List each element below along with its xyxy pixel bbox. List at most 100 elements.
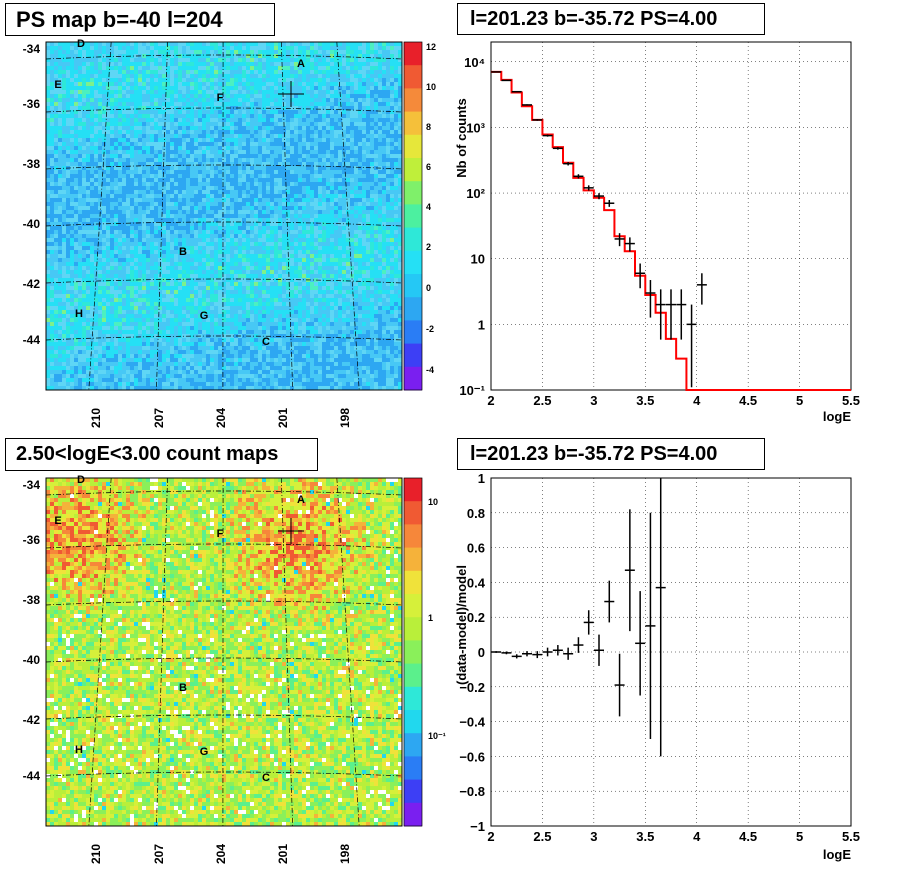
map-pixel [386,118,390,122]
map-pixel [270,258,274,262]
map-pixel [306,170,310,174]
map-pixel [370,82,374,86]
map-pixel [170,218,174,222]
map-pixel [214,58,218,62]
map-pixel [322,198,326,202]
map-pixel [102,198,106,202]
map-pixel [398,138,402,142]
map-pixel [394,98,398,102]
map-pixel [58,94,62,98]
map-pixel [122,94,126,98]
map-pixel [302,154,306,158]
map-pixel [174,42,178,46]
map-pixel [254,226,258,230]
map-pixel [162,254,166,258]
map-pixel [374,82,378,86]
map-pixel [362,254,366,258]
map-pixel [258,134,262,138]
map-pixel [182,42,186,46]
map-pixel [102,242,106,246]
map-pixel [238,42,242,46]
map-pixel [302,94,306,98]
map-pixel [54,58,58,62]
map-pixel [342,254,346,258]
map-pixel [254,118,258,122]
map-pixel [54,90,58,94]
map-pixel [374,218,378,222]
map-pixel [214,82,218,86]
map-pixel [302,98,306,102]
map-pixel [54,198,58,202]
map-pixel [190,182,194,186]
map-pixel [218,126,222,130]
map-pixel [310,190,314,194]
map-pixel [122,110,126,114]
map-pixel [194,158,198,162]
map-pixel [250,254,254,258]
map-pixel [134,174,138,178]
map-pixel [190,42,194,46]
map-pixel [318,162,322,166]
map-pixel [282,154,286,158]
map-pixel [142,150,146,154]
map-pixel [166,262,170,266]
map-pixel [198,242,202,246]
map-pixel [210,50,214,54]
map-pixel [290,130,294,134]
map-pixel [78,202,82,206]
map-pixel [170,74,174,78]
map-pixel [82,58,86,62]
map-pixel [366,126,370,130]
map-pixel [398,134,402,138]
map-pixel [298,122,302,126]
map-pixel [174,50,178,54]
map-pixel [366,78,370,82]
map-pixel [310,66,314,70]
map-pixel [170,134,174,138]
map-pixel [50,170,54,174]
map-pixel [54,178,58,182]
map-pixel [210,166,214,170]
map-pixel [394,226,398,230]
map-pixel [98,54,102,58]
map-pixel [182,246,186,250]
map-pixel [394,74,398,78]
map-pixel [126,158,130,162]
map-pixel [198,158,202,162]
map-pixel [270,126,274,130]
map-pixel [194,250,198,254]
map-pixel [334,82,338,86]
map-pixel [138,70,142,74]
map-pixel [98,154,102,158]
map-pixel [134,198,138,202]
map-pixel [198,142,202,146]
map-pixel [294,202,298,206]
map-pixel [110,262,114,266]
map-pixel [250,186,254,190]
map-pixel [154,222,158,226]
map-pixel [190,194,194,198]
map-pixel [170,162,174,166]
map-pixel [354,50,358,54]
map-pixel [238,158,242,162]
map-pixel [134,162,138,166]
map-pixel [286,214,290,218]
map-pixel [230,178,234,182]
map-pixel [266,254,270,258]
map-pixel [310,258,314,262]
map-pixel [198,178,202,182]
map-pixel [398,130,402,134]
map-pixel [310,158,314,162]
map-pixel [298,130,302,134]
map-pixel [98,198,102,202]
map-pixel [314,58,318,62]
map-pixel [186,114,190,118]
map-pixel [334,46,338,50]
map-pixel [142,186,146,190]
map-pixel [66,106,70,110]
map-pixel [258,150,262,154]
map-pixel [122,154,126,158]
map-pixel [270,214,274,218]
map-pixel [310,206,314,210]
map-pixel [338,58,342,62]
